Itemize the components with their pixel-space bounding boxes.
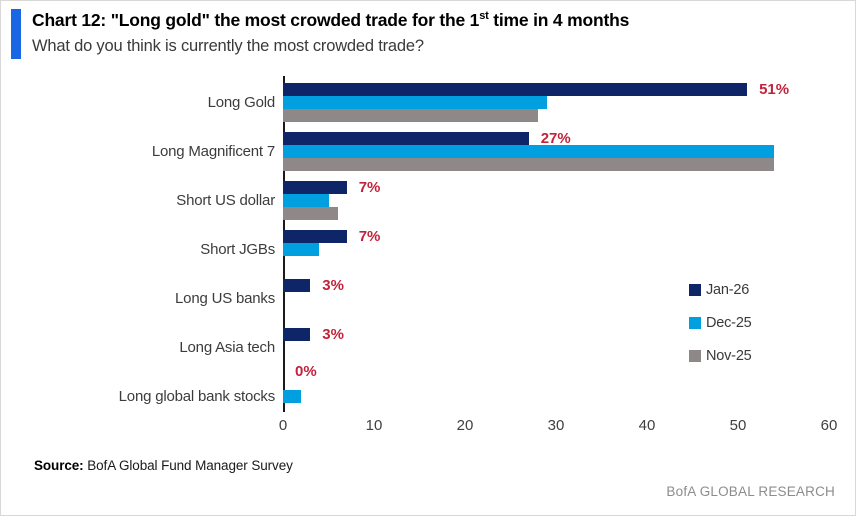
chart-title: Chart 12: "Long gold" the most crowded t… xyxy=(32,10,629,31)
source-label: Source: xyxy=(34,458,84,473)
bar-dec-25-short-jgbs xyxy=(283,243,320,256)
x-tick-50: 50 xyxy=(729,417,747,434)
bar-dec-25-long-magnificent-7 xyxy=(283,145,775,158)
bar-jan-26-long-us-banks xyxy=(283,279,311,292)
chart-title-suffix: time in 4 months xyxy=(488,10,630,30)
category-label-long-magnificent-7: Long Magnificent 7 xyxy=(151,143,275,160)
title-accent-bar xyxy=(11,9,21,59)
brand-text: BofA GLOBAL RESEARCH xyxy=(666,484,835,499)
category-label-long-gold: Long Gold xyxy=(207,94,276,111)
data-label-long-global-bank-stocks: 0% xyxy=(295,363,317,380)
source-line: Source: BofA Global Fund Manager Survey xyxy=(34,458,293,473)
x-tick-60: 60 xyxy=(820,417,838,434)
data-label-long-asia-tech: 3% xyxy=(322,326,344,343)
legend-swatch-nov-25 xyxy=(689,350,701,362)
x-tick-20: 20 xyxy=(456,417,474,434)
category-label-short-jgbs: Short JGBs xyxy=(200,241,275,258)
bar-dec-25-long-global-bank-stocks xyxy=(283,390,302,403)
legend-label-dec-25: Dec-25 xyxy=(706,315,752,331)
x-tick-30: 30 xyxy=(547,417,565,434)
bar-nov-25-long-magnificent-7 xyxy=(283,158,775,171)
bar-jan-26-short-jgbs xyxy=(283,230,347,243)
bar-jan-26-long-gold xyxy=(283,83,748,96)
data-label-long-magnificent-7: 27% xyxy=(540,130,571,147)
data-label-short-us-dollar: 7% xyxy=(358,179,381,196)
legend-item-dec-25: Dec-25 xyxy=(689,315,752,331)
x-tick-10: 10 xyxy=(365,417,383,434)
category-label-long-us-banks: Long US banks xyxy=(175,290,275,307)
legend-swatch-jan-26 xyxy=(689,284,701,296)
bar-dec-25-long-gold xyxy=(283,96,547,109)
legend-item-nov-25: Nov-25 xyxy=(689,348,752,364)
legend-label-jan-26: Jan-26 xyxy=(706,282,750,298)
bar-nov-25-long-gold xyxy=(283,109,538,122)
chart-legend: Jan-26 Dec-25 Nov-25 xyxy=(689,282,752,381)
chart-subtitle: What do you think is currently the most … xyxy=(32,37,424,55)
bar-chart-area: Long Gold 51% Long Magnificent 7 27% Short U… xyxy=(1,76,855,446)
x-tick-40: 40 xyxy=(638,417,656,434)
category-label-short-us-dollar: Short US dollar xyxy=(176,192,275,209)
x-tick-0: 0 xyxy=(278,417,288,434)
bar-jan-26-long-asia-tech xyxy=(283,328,311,341)
legend-swatch-dec-25 xyxy=(689,317,701,329)
legend-item-jan-26: Jan-26 xyxy=(689,282,752,298)
chart-title-prefix: Chart 12: "Long gold" the most crowded t… xyxy=(32,10,480,30)
category-label-long-global-bank-stocks: Long global bank stocks xyxy=(118,388,276,405)
bar-jan-26-short-us-dollar xyxy=(283,181,347,194)
data-label-long-gold: 51% xyxy=(759,81,790,98)
data-label-long-us-banks: 3% xyxy=(322,277,344,294)
bar-jan-26-long-magnificent-7 xyxy=(283,132,529,145)
category-label-long-asia-tech: Long Asia tech xyxy=(179,339,275,356)
legend-label-nov-25: Nov-25 xyxy=(706,348,752,364)
source-text: BofA Global Fund Manager Survey xyxy=(83,458,293,473)
chart-title-superscript: st xyxy=(479,10,489,23)
data-label-short-jgbs: 7% xyxy=(358,228,381,245)
bar-dec-25-short-us-dollar xyxy=(283,194,329,207)
bar-nov-25-short-us-dollar xyxy=(283,207,338,220)
